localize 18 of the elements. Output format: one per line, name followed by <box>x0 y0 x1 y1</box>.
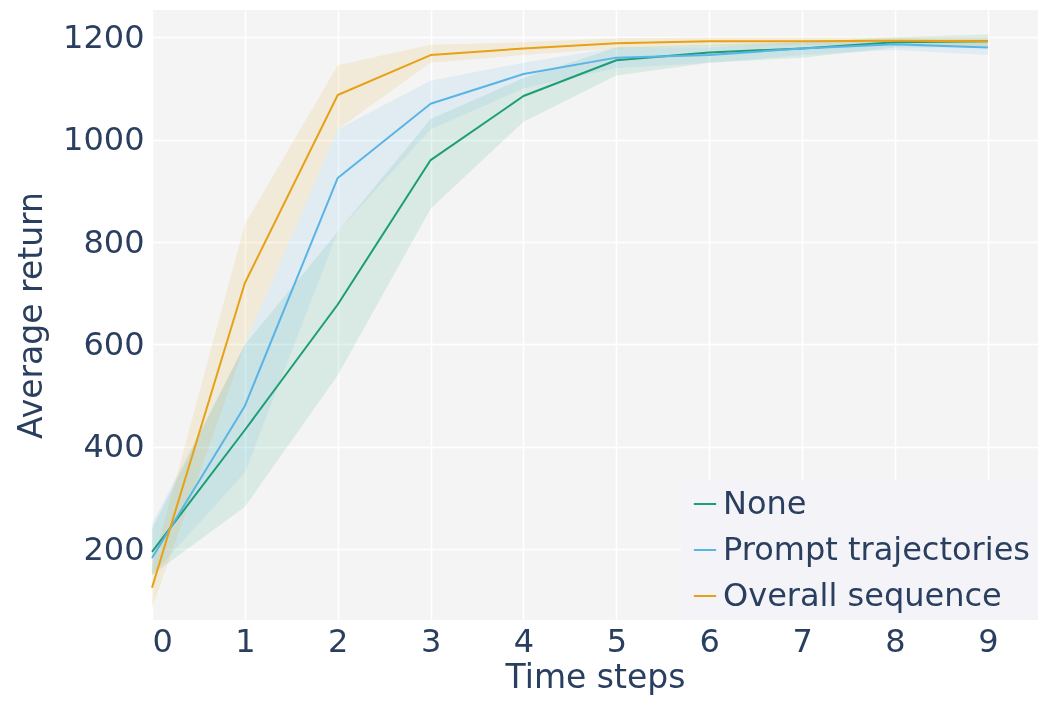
y-tick-label: 400 <box>83 427 145 466</box>
y-tick-label: 600 <box>83 324 145 363</box>
x-tick-label: 3 <box>420 621 442 660</box>
y-axis-title: Average return <box>11 192 51 439</box>
legend-label: None <box>723 484 807 522</box>
y-tick-label: 1000 <box>63 120 145 159</box>
x-tick-label: 8 <box>885 621 906 660</box>
y-tick-label: 1200 <box>63 17 145 56</box>
x-tick-label: 2 <box>328 621 349 660</box>
legend-label: Prompt trajectories <box>723 530 1030 568</box>
legend-label: Overall sequence <box>723 576 1002 614</box>
x-tick-label: 7 <box>792 621 813 660</box>
x-tick-label: 0 <box>152 621 173 660</box>
x-tick-label: 9 <box>978 621 999 660</box>
y-tick-label: 800 <box>83 222 145 261</box>
x-tick-label: 6 <box>699 621 720 660</box>
x-tick-label: 1 <box>235 621 256 660</box>
y-tick-label: 200 <box>83 529 145 568</box>
